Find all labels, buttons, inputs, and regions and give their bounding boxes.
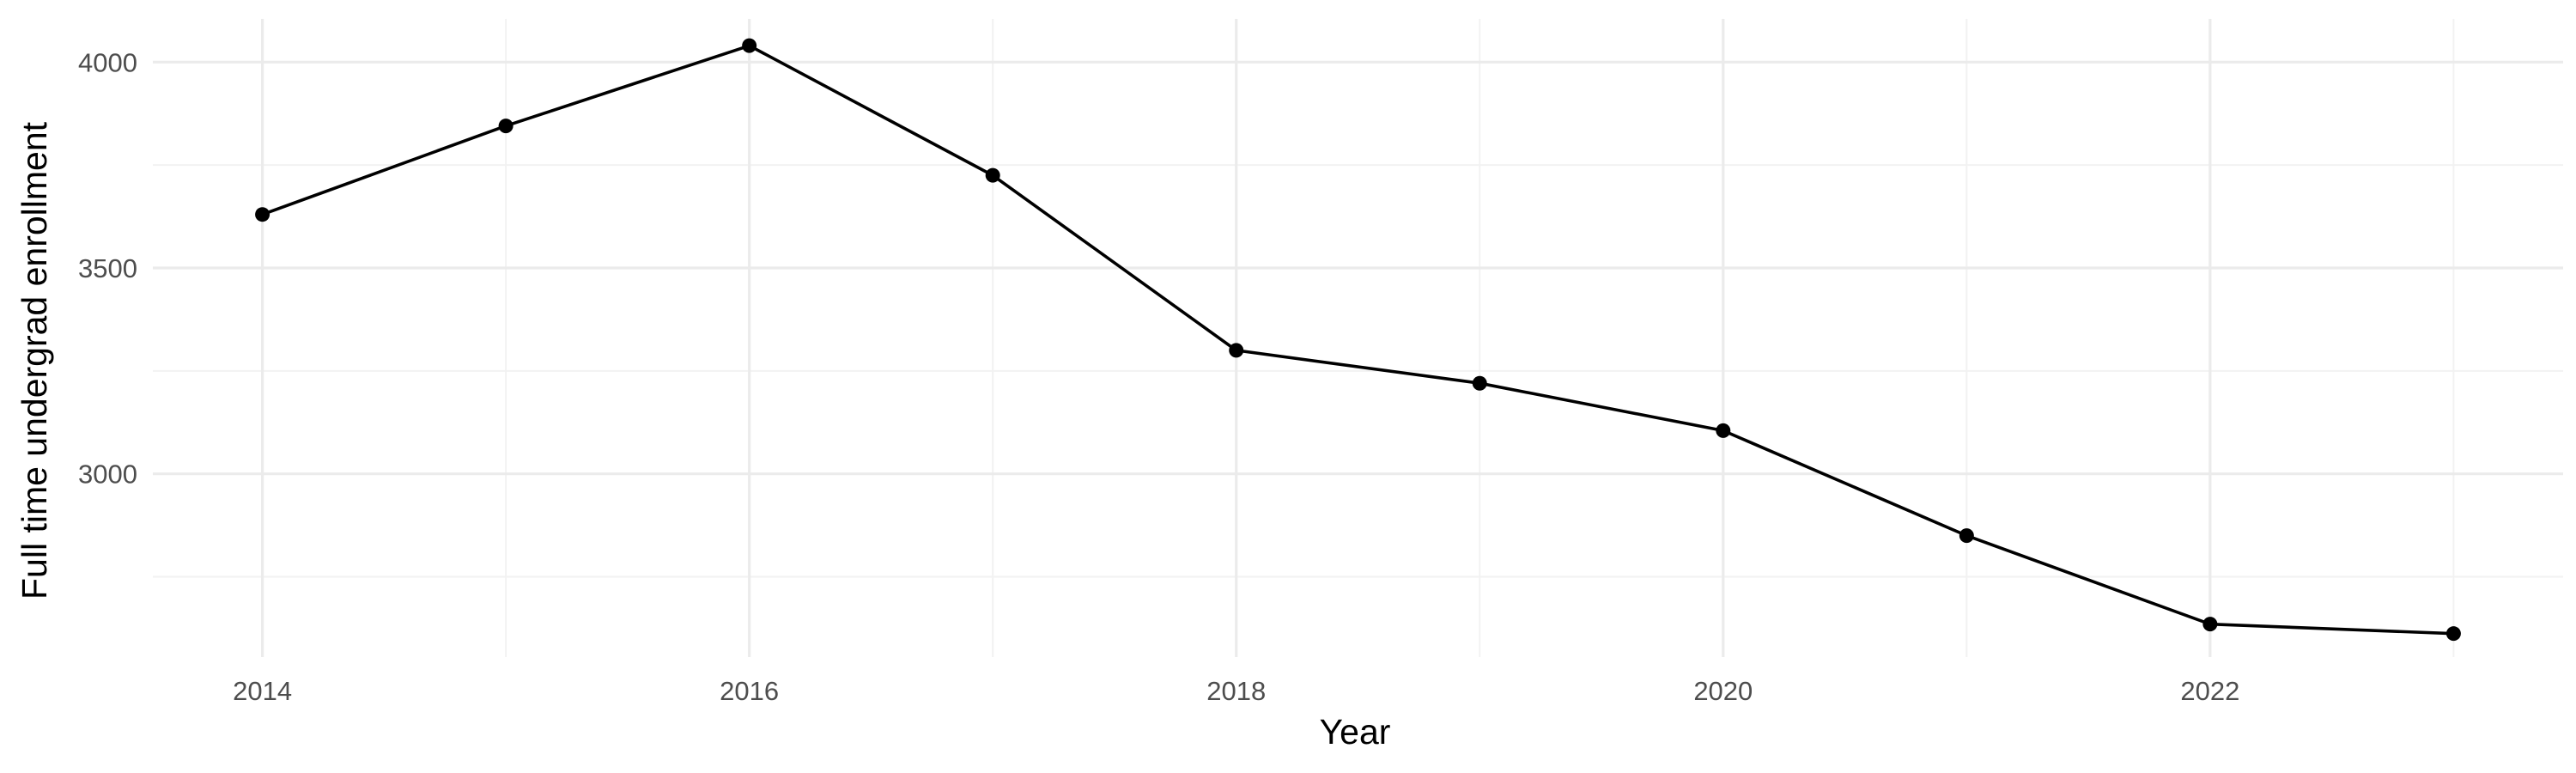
y-axis-title: Full time undergrad enrollment — [15, 121, 54, 600]
data-point — [1716, 423, 1731, 438]
data-point — [1959, 528, 1974, 544]
x-tick-label: 2014 — [233, 676, 292, 706]
data-point — [1472, 375, 1487, 391]
x-axis-title: Year — [1320, 712, 1391, 752]
series-layer — [255, 38, 2461, 642]
y-tick-label: 4000 — [78, 47, 137, 77]
x-tick-label: 2018 — [1206, 676, 1266, 706]
tick-labels: 2014 2016 2018 2020 2022 3000 3500 4000 — [78, 47, 2239, 706]
y-tick-label: 3000 — [78, 460, 137, 490]
grid-lines — [153, 19, 2563, 657]
data-point — [985, 167, 1000, 183]
x-tick-label: 2016 — [720, 676, 779, 706]
data-point — [255, 207, 270, 222]
data-point — [1229, 343, 1244, 358]
series-line — [260, 44, 2456, 636]
y-tick-label: 3500 — [78, 253, 137, 283]
data-point — [2202, 617, 2218, 632]
data-point — [742, 38, 757, 53]
x-tick-label: 2020 — [1693, 676, 1753, 706]
data-point — [498, 119, 513, 134]
x-tick-label: 2022 — [2180, 676, 2239, 706]
data-point — [2445, 626, 2461, 642]
